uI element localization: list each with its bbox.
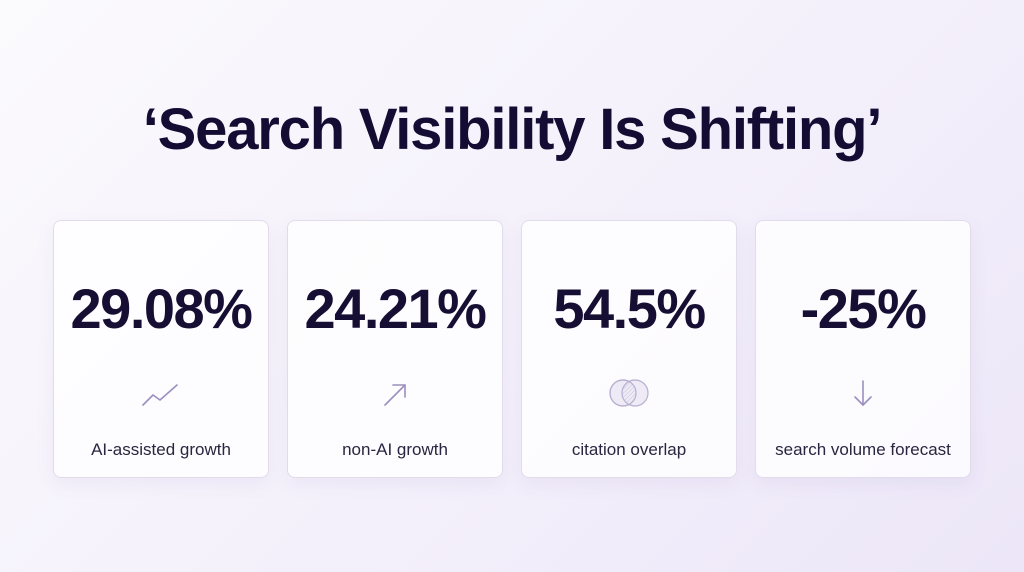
overlap-circles-icon: [605, 373, 653, 413]
stat-label: non-AI growth: [342, 440, 448, 459]
stat-card-citation-overlap: 54.5% citation overlap: [521, 220, 737, 478]
stat-card-search-volume-forecast: -25% search volume forecast: [755, 220, 971, 478]
stat-card-ai-assisted-growth: 29.08% AI-assisted growth: [53, 220, 269, 478]
arrow-up-right-icon: [371, 373, 419, 413]
stat-card-non-ai-growth: 24.21% non-AI growth: [287, 220, 503, 478]
stat-value: 54.5%: [553, 277, 706, 340]
stat-label: citation overlap: [571, 440, 687, 459]
arrow-down-icon: [839, 373, 887, 413]
stats-cards: 29.08% AI-assisted growth 24.21% non-AI …: [53, 220, 971, 480]
stat-value: 29.08%: [70, 277, 253, 340]
trend-line-icon: [137, 373, 185, 413]
stat-value: 24.21%: [304, 277, 487, 340]
stat-label: search volume forecast: [775, 440, 951, 459]
stat-value: -25%: [800, 277, 927, 340]
page-title: ‘Search Visibility Is Shifting’: [142, 97, 883, 162]
stat-label: AI-assisted growth: [91, 440, 231, 459]
